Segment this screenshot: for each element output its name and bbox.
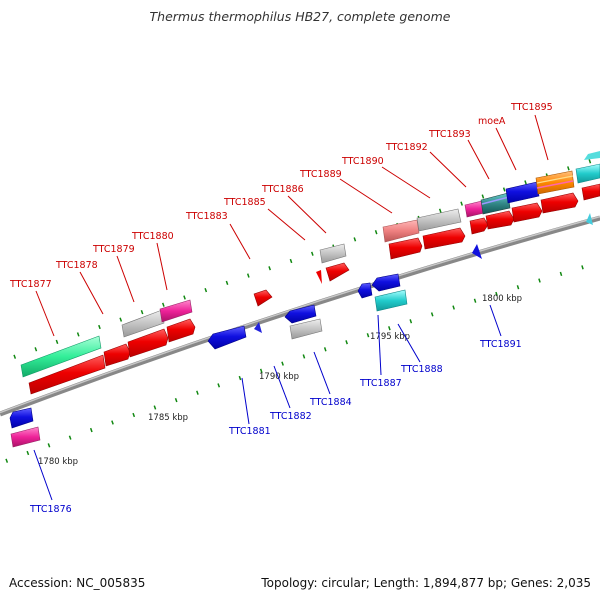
gene-ttc1889-red[interactable]: [388, 237, 423, 260]
gene-label-ttc1883[interactable]: TTC1883: [185, 211, 228, 222]
topology-text: Topology: circular; Length: 1,894,877 bp…: [261, 576, 591, 590]
gene-ttc1892-red[interactable]: [469, 217, 489, 235]
gene-label-ttc1895[interactable]: TTC1895: [510, 102, 553, 113]
gene-ttc1880-gray[interactable]: [121, 309, 165, 338]
gene-ttc1880-pink[interactable]: [159, 299, 193, 323]
map-title: Thermus thermophilus HB27, complete geno…: [149, 9, 451, 24]
gene-ttc1891[interactable]: [472, 244, 482, 259]
gene-ttc1886[interactable]: [325, 262, 350, 282]
gene-edge-small[interactable]: [584, 151, 600, 160]
gene-label-moea[interactable]: moeA: [478, 116, 506, 127]
gene-label-ttc1877[interactable]: TTC1877: [9, 279, 52, 290]
gene-label-ttc1889[interactable]: TTC1889: [299, 169, 342, 180]
forward-leader-lines: [35, 114, 549, 337]
gene-label-ttc1882[interactable]: TTC1882: [269, 411, 312, 422]
gene-label-ttc1878[interactable]: TTC1878: [55, 260, 98, 271]
gene-ttc1893[interactable]: [480, 192, 511, 215]
gene-ttc1890-red[interactable]: [422, 227, 466, 250]
gene-label-ttc1879[interactable]: TTC1879: [92, 244, 135, 255]
gene-ttc1878[interactable]: [28, 354, 106, 395]
gene-ttc1888-cyan[interactable]: [374, 289, 408, 312]
gene-edge-cyan[interactable]: [575, 163, 600, 184]
gene-ttc1882[interactable]: [254, 322, 262, 333]
gene-label-ttc1887[interactable]: TTC1887: [359, 378, 402, 389]
gene-label-ttc1888[interactable]: TTC1888: [400, 364, 443, 375]
gene-moea[interactable]: [505, 181, 540, 204]
reverse-leader-lines: [33, 304, 502, 501]
gene-ttc1879[interactable]: [103, 343, 131, 367]
gene-ttc1876[interactable]: [9, 407, 34, 429]
gene-edge-reverse[interactable]: [586, 213, 593, 225]
scale-label-1795: 1795 kbp: [370, 332, 410, 342]
gene-ttc1893-red[interactable]: [485, 210, 515, 230]
scale-label-1790: 1790 kbp: [259, 372, 299, 382]
gene-ttc1890[interactable]: [416, 208, 462, 232]
gene-ttc1884[interactable]: [284, 304, 317, 324]
gene-ttc1888[interactable]: [371, 273, 401, 292]
gene-label-ttc1884[interactable]: TTC1884: [309, 397, 352, 408]
gene-ttc1877[interactable]: [20, 335, 102, 378]
gene-label-ttc1886[interactable]: TTC1886: [261, 184, 304, 195]
scale-label-1800: 1800 kbp: [482, 294, 522, 304]
gene-label-ttc1890[interactable]: TTC1890: [341, 156, 384, 167]
gene-label-ttc1876[interactable]: TTC1876: [29, 504, 72, 515]
accession-text: Accession: NC_005835: [9, 576, 146, 590]
genome-backbone-highlight: [0, 215, 600, 414]
gene-label-ttc1880[interactable]: TTC1880: [131, 231, 174, 242]
gene-label-ttc1881[interactable]: TTC1881: [228, 426, 271, 437]
gene-ttc1885[interactable]: [316, 270, 322, 284]
gene-ttc1886-gray[interactable]: [319, 243, 347, 264]
gene-ttc1895[interactable]: [535, 170, 575, 195]
gene-label-ttc1891[interactable]: TTC1891: [479, 339, 522, 350]
gene-ttc1892[interactable]: [464, 200, 485, 218]
gene-ttc1889[interactable]: [382, 219, 420, 243]
gene-ttc1881[interactable]: [207, 325, 247, 350]
gene-ttc1880-b[interactable]: [166, 318, 196, 343]
scale-label-1785: 1785 kbp: [148, 413, 188, 423]
gene-ttc1876-pink[interactable]: [10, 426, 41, 448]
gene-ttc1884-gray[interactable]: [289, 318, 323, 340]
gene-ttc1883[interactable]: [253, 289, 273, 307]
gene-moea-red[interactable]: [511, 202, 543, 223]
gene-ttc1895-red[interactable]: [540, 192, 579, 214]
scale-label-1780: 1780 kbp: [38, 457, 78, 467]
gene-edge-red[interactable]: [581, 183, 600, 201]
gene-label-ttc1885[interactable]: TTC1885: [223, 197, 266, 208]
gene-label-ttc1892[interactable]: TTC1892: [385, 142, 428, 153]
gene-ttc1880[interactable]: [127, 328, 169, 358]
gene-label-ttc1893[interactable]: TTC1893: [428, 129, 471, 140]
gene-ttc1887[interactable]: [357, 282, 373, 299]
